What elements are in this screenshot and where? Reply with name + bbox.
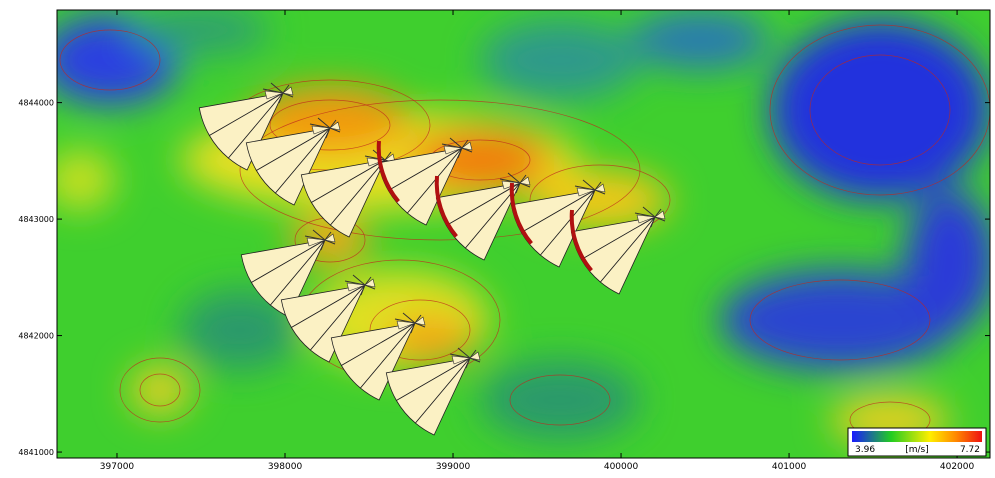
colorbar: 3.96 [m/s] 7.72	[847, 427, 987, 457]
colorbar-min: 3.96	[855, 445, 875, 455]
y-tick-label: 4841000	[18, 448, 54, 457]
x-tick-label: 399000	[436, 462, 471, 472]
x-tick-label: 397000	[100, 462, 135, 472]
axes: 397000 398000 399000 400000 401000 402000 4841…	[18, 10, 990, 472]
y-tick-label: 4843000	[18, 215, 54, 224]
colorbar-gradient	[852, 431, 982, 442]
y-tick-label: 4844000	[18, 99, 54, 108]
colorbar-unit: [m/s]	[905, 445, 929, 455]
x-tick-label: 398000	[268, 462, 303, 472]
wind-raster	[57, 10, 990, 458]
map-frame	[56, 9, 991, 459]
x-tick-label: 402000	[940, 462, 975, 472]
colorbar-max: 7.72	[960, 445, 980, 455]
x-tick-label: 401000	[772, 462, 807, 472]
x-tick-label: 400000	[604, 462, 639, 472]
y-tick-label: 4842000	[18, 332, 54, 341]
